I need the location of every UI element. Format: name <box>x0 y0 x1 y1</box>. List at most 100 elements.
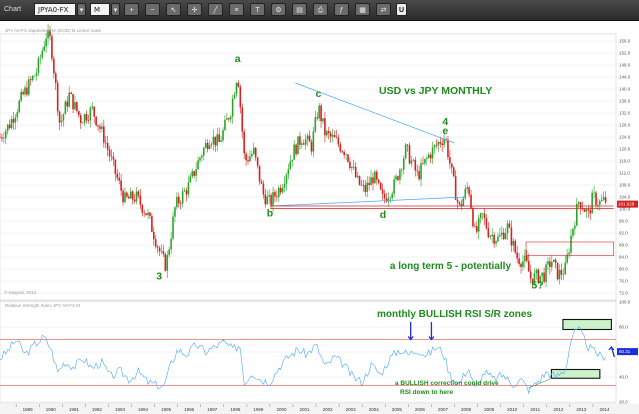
candle <box>351 166 353 169</box>
candle <box>243 131 245 154</box>
rsi-sr-zone <box>562 318 612 331</box>
candle <box>262 183 265 195</box>
wave-label: a <box>235 53 241 65</box>
candle <box>97 125 99 127</box>
candle <box>79 115 82 124</box>
candle <box>212 136 215 145</box>
candle <box>31 76 34 81</box>
candle <box>481 213 484 214</box>
cursor-icon[interactable]: ↖ <box>166 3 181 16</box>
candle <box>276 196 278 198</box>
candle <box>537 269 540 283</box>
candle <box>118 177 121 181</box>
candle <box>195 169 197 176</box>
time-tick-label: 1997 <box>207 407 218 412</box>
price-tick-label: 88.0 <box>619 243 628 248</box>
candle <box>514 240 517 253</box>
compare-icon[interactable]: ⇄ <box>376 3 391 16</box>
indicator-icon[interactable]: ƒ <box>334 3 349 16</box>
candle <box>89 107 92 121</box>
trendline <box>295 82 455 144</box>
candle <box>28 79 30 95</box>
candle <box>227 118 230 120</box>
candle <box>149 212 151 216</box>
time-tick-label: 2000 <box>276 407 287 412</box>
candle <box>16 112 19 118</box>
candle <box>91 106 94 108</box>
candle <box>468 187 470 195</box>
symbol-dropdown-icon[interactable]: ▾ <box>77 3 86 16</box>
candle <box>397 176 399 180</box>
candle <box>347 154 349 162</box>
crosshair-icon[interactable]: ✛ <box>187 3 202 16</box>
candle <box>178 196 180 204</box>
candle <box>572 228 574 236</box>
candle <box>385 198 388 202</box>
period-input[interactable]: M <box>90 3 110 16</box>
rsi-tick-label: 100.0 <box>619 300 631 305</box>
candle <box>547 261 549 265</box>
candle <box>106 143 109 150</box>
draw-line-icon[interactable]: ╱ <box>208 3 223 16</box>
candle <box>54 73 57 83</box>
grid-icon[interactable]: ▦ <box>355 3 370 16</box>
candle <box>124 192 126 203</box>
candle <box>320 105 322 122</box>
u-button[interactable]: U <box>396 3 407 16</box>
rsi-title: monthly BULLISH RSI S/R zones <box>377 309 532 320</box>
candle <box>377 179 380 183</box>
price-tick-label: 84.0 <box>619 255 628 260</box>
candle <box>237 82 240 87</box>
candle <box>381 189 384 194</box>
candle <box>179 203 182 204</box>
price-tick-label: 108.0 <box>619 183 631 188</box>
candle <box>135 191 138 202</box>
candle <box>500 232 503 235</box>
candle <box>506 223 509 234</box>
rsi-arrow-head <box>428 336 435 341</box>
candle <box>301 143 303 145</box>
candle <box>268 195 270 197</box>
candle <box>147 212 149 216</box>
time-tick-label: 2012 <box>553 407 564 412</box>
candle <box>258 165 261 182</box>
zoom-in-icon[interactable]: + <box>124 3 139 16</box>
candle <box>512 240 515 246</box>
rsi-arrow-head <box>608 345 615 351</box>
candle <box>116 173 119 178</box>
candle <box>137 191 140 196</box>
candle <box>110 156 113 157</box>
candle <box>535 269 538 274</box>
candle <box>72 94 74 110</box>
fibonacci-icon[interactable]: ≡ <box>229 3 244 16</box>
candle <box>383 193 386 199</box>
candle <box>360 184 363 186</box>
settings-icon[interactable]: ⚙ <box>271 3 286 16</box>
candle <box>183 190 186 192</box>
candle <box>522 261 524 267</box>
candle <box>337 137 340 145</box>
price-tick-label: 72.0 <box>619 291 628 296</box>
candle <box>525 255 528 261</box>
text-icon[interactable]: T <box>250 3 265 16</box>
candle <box>49 30 51 37</box>
candle <box>543 272 545 282</box>
candle <box>458 202 461 205</box>
candle <box>487 228 490 237</box>
zoom-out-icon[interactable]: − <box>145 3 160 16</box>
template-icon[interactable]: ▤ <box>292 3 307 16</box>
price-tick-label: 120.0 <box>619 147 631 152</box>
price-tick-label: 128.0 <box>619 123 631 128</box>
price-tick-label: 144.0 <box>619 75 631 80</box>
wave-label: d <box>380 209 386 221</box>
print-icon[interactable]: ⎙ <box>313 3 328 16</box>
candle <box>247 160 249 162</box>
candle <box>285 174 288 184</box>
candle <box>493 234 495 244</box>
period-dropdown-icon[interactable]: ▾ <box>111 3 120 16</box>
candle <box>153 231 155 240</box>
candle <box>391 193 394 198</box>
price-tick-label: 80.0 <box>619 267 628 272</box>
candle <box>293 144 295 160</box>
symbol-input[interactable]: JPYA0-FX <box>34 3 76 16</box>
